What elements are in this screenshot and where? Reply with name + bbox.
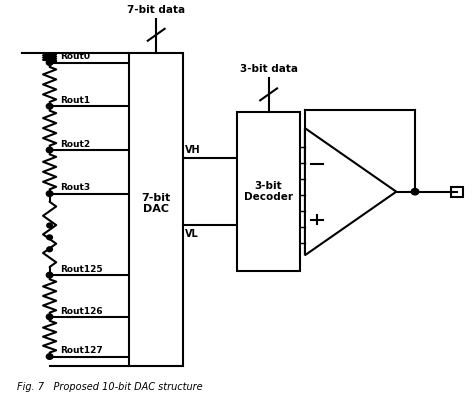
Circle shape xyxy=(46,147,53,153)
Text: Rout0: Rout0 xyxy=(60,52,90,62)
Circle shape xyxy=(47,235,53,240)
Circle shape xyxy=(46,191,53,196)
Text: Fig. 7   Proposed 10-bit DAC structure: Fig. 7 Proposed 10-bit DAC structure xyxy=(17,382,202,392)
Bar xyxy=(237,112,300,271)
Circle shape xyxy=(411,188,419,195)
Text: 3-bit
Decoder: 3-bit Decoder xyxy=(244,181,293,202)
Text: Rout126: Rout126 xyxy=(60,307,102,315)
Text: Rout127: Rout127 xyxy=(60,346,103,355)
Bar xyxy=(129,53,183,367)
Text: 3-bit data: 3-bit data xyxy=(240,64,298,75)
Bar xyxy=(451,187,463,197)
Text: Rout3: Rout3 xyxy=(60,183,90,192)
Circle shape xyxy=(46,314,53,320)
Text: 7-bit data: 7-bit data xyxy=(127,5,185,15)
Text: VH: VH xyxy=(185,145,201,155)
Circle shape xyxy=(46,104,53,109)
Circle shape xyxy=(46,354,53,359)
Circle shape xyxy=(46,272,53,278)
Circle shape xyxy=(47,247,53,252)
Text: VL: VL xyxy=(185,229,199,239)
Text: Rout2: Rout2 xyxy=(60,140,90,149)
Circle shape xyxy=(46,60,53,65)
Circle shape xyxy=(47,223,53,228)
Text: Rout125: Rout125 xyxy=(60,265,102,274)
Text: Rout1: Rout1 xyxy=(60,96,90,105)
Text: 7-bit
DAC: 7-bit DAC xyxy=(142,193,171,214)
